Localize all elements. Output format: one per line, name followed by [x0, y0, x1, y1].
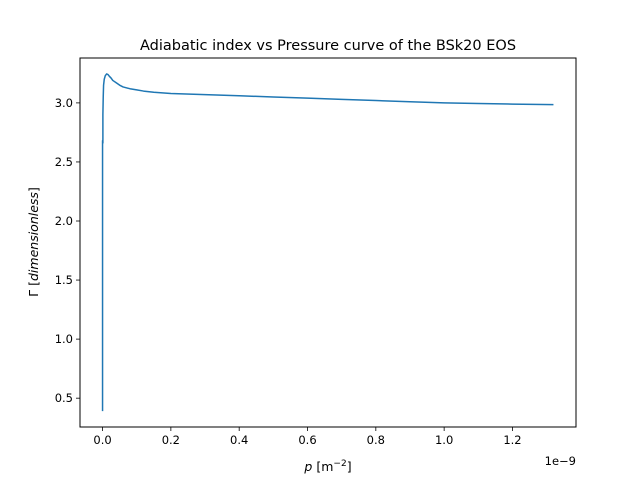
x-tick-label: 0.4	[230, 433, 248, 447]
x-axis-label: p [m−2]	[303, 459, 351, 474]
plot-frame	[79, 57, 577, 428]
y-tick-label: 0.5	[55, 391, 73, 405]
x-axis-label-unit-exp: −2	[333, 459, 346, 469]
x-ticks: 0.0 0.2 0.4 0.6 0.8 1.0 1.2	[93, 427, 522, 447]
y-axis-label-unit-suffix: ]	[26, 187, 41, 192]
y-tick-label: 1.5	[55, 273, 73, 287]
y-ticks: 0.5 1.0 1.5 2.0 2.5 3.0	[55, 96, 80, 405]
x-axis-offset-label: 1e−9	[545, 454, 576, 468]
x-tick-label: 0.6	[298, 433, 316, 447]
chart-title: Adiabatic index vs Pressure curve of the…	[140, 38, 516, 54]
x-tick-label: 0.2	[162, 433, 180, 447]
y-axis-label: Γ [dimensionless]	[26, 187, 41, 297]
x-axis-label-unit-suffix: ]	[347, 459, 352, 474]
y-axis-label-main: Γ	[26, 290, 41, 297]
x-axis-label-unit-prefix: [m	[316, 459, 333, 474]
y-tick-label: 1.0	[55, 332, 73, 346]
x-tick-label: 0.8	[367, 433, 385, 447]
y-tick-label: 3.0	[55, 96, 73, 110]
x-tick-label: 0.0	[93, 433, 111, 447]
series-line-0	[101, 73, 554, 412]
y-axis-label-unit-prefix: [	[26, 281, 41, 286]
series-layer	[101, 73, 554, 412]
x-tick-label: 1.0	[435, 433, 453, 447]
y-tick-label: 2.5	[55, 155, 73, 169]
x-tick-label: 1.2	[503, 433, 521, 447]
x-axis-label-main: p	[303, 459, 312, 474]
y-axis-label-unit-italic: dimensionless	[26, 192, 41, 281]
y-tick-label: 2.0	[55, 214, 73, 228]
